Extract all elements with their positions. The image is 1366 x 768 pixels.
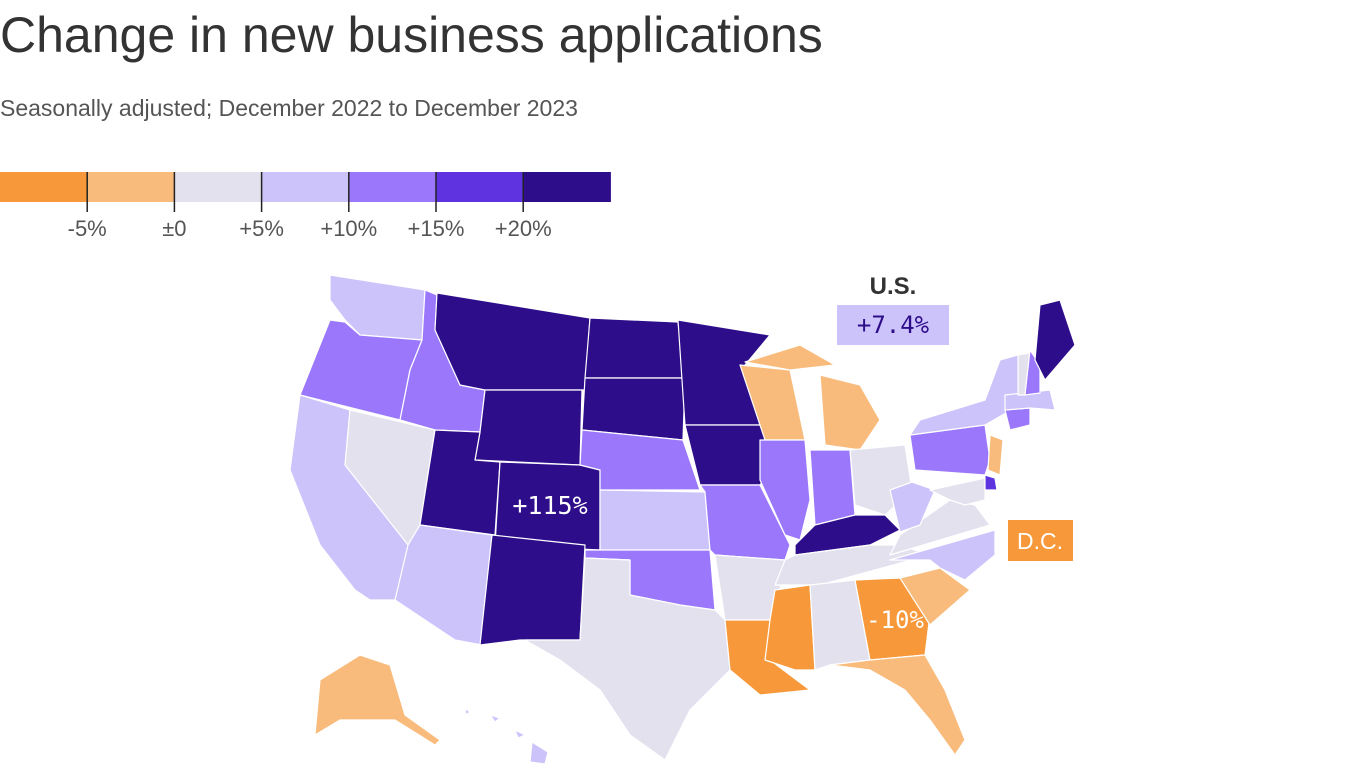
state: [524, 557, 731, 761]
state: [909, 354, 1021, 436]
state: [581, 377, 686, 441]
state: [464, 707, 471, 716]
state: [599, 489, 711, 551]
state: [889, 499, 991, 556]
state: [1004, 407, 1031, 431]
state: [434, 292, 591, 391]
state: [819, 374, 881, 451]
high-value-label: +115%: [512, 491, 587, 520]
state: [584, 317, 686, 379]
state: [1034, 299, 1076, 381]
low-value-label: -10%: [866, 606, 924, 634]
state: [984, 474, 998, 491]
state: [529, 741, 549, 765]
legend-swatch: [348, 172, 437, 202]
state-map: [289, 274, 1076, 765]
legend-label: +15%: [408, 216, 465, 241]
us-label: U.S.: [870, 273, 917, 300]
legend-label: +10%: [320, 216, 377, 241]
state: [479, 534, 586, 646]
state: [889, 481, 936, 533]
legend-label: -5%: [68, 216, 107, 241]
legend-label: ±0: [162, 216, 186, 241]
state: [394, 524, 493, 646]
title: Change in new business applications: [0, 7, 823, 63]
state: [489, 714, 501, 723]
state: [854, 577, 931, 661]
state: [514, 729, 526, 739]
legend-swatch: [436, 172, 524, 202]
legend-swatch: [261, 172, 350, 202]
us-value-box: [837, 305, 949, 345]
legend-swatch: [523, 172, 611, 202]
legend-swatch: [174, 172, 263, 202]
legend-swatch: [0, 172, 88, 202]
state: [929, 477, 986, 506]
state: [987, 434, 1004, 476]
state: [809, 449, 856, 526]
state: [314, 654, 441, 746]
subtitle: Seasonally adjusted; December 2022 to De…: [0, 95, 578, 121]
dc-box: [1008, 520, 1073, 561]
legend-swatch: [87, 172, 175, 202]
legend-label: +20%: [495, 216, 552, 241]
us-value: +7.4%: [857, 311, 930, 339]
state: [474, 389, 583, 466]
state: [899, 567, 971, 626]
state: [829, 654, 966, 756]
dc-label: D.C.: [1017, 528, 1063, 554]
legend-label: +5%: [239, 216, 284, 241]
state: [889, 529, 996, 581]
legend: -5% ±0 +5% +10% +15% +20%: [0, 172, 611, 241]
state: [744, 344, 836, 371]
